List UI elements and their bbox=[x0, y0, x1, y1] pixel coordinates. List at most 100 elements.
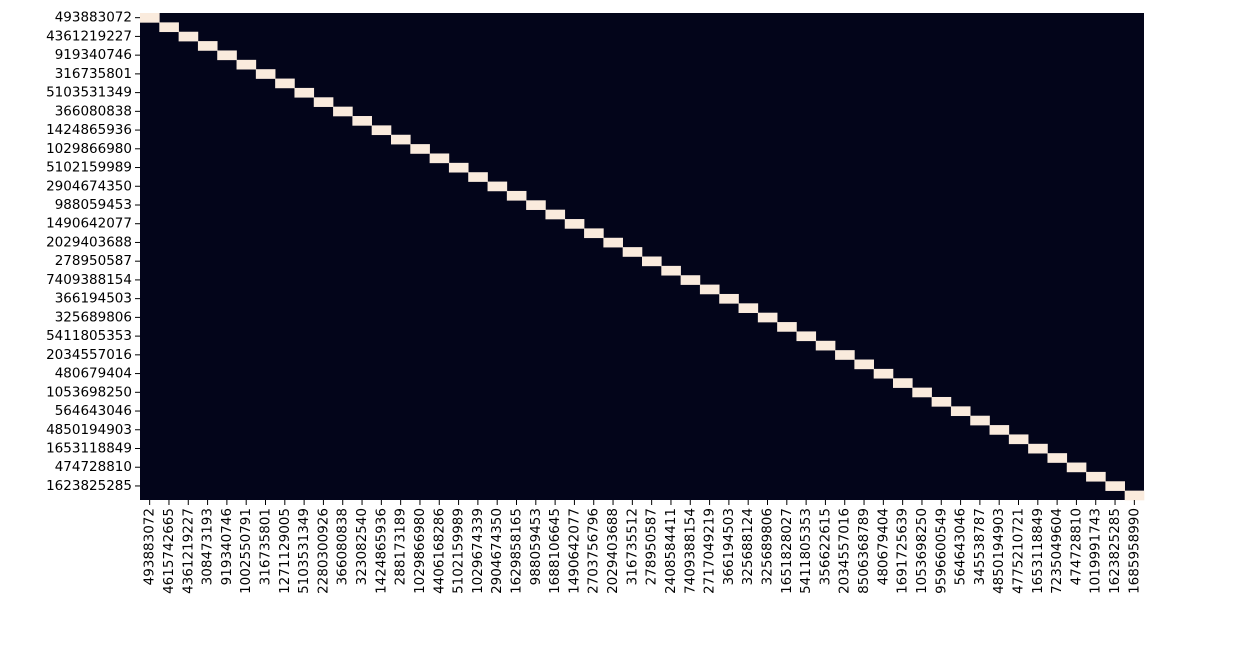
x-tick-label: 1623825285 bbox=[1107, 508, 1123, 594]
x-tick-label: 480679404 bbox=[875, 508, 891, 585]
x-tick-label: 2034557016 bbox=[837, 508, 853, 594]
y-tick-label: 316735801 bbox=[55, 66, 132, 82]
heatmap-cell bbox=[1105, 481, 1125, 491]
heatmap-cell bbox=[873, 368, 894, 379]
heatmap-cell bbox=[777, 322, 797, 332]
heatmap-cell bbox=[680, 275, 701, 285]
y-tick-label: 5411805353 bbox=[46, 328, 132, 344]
x-tick-label: 325688124 bbox=[740, 508, 756, 585]
y-tick-label: 366080838 bbox=[55, 103, 132, 119]
heatmap-cell bbox=[970, 415, 990, 426]
x-tick-label: 1685958990 bbox=[1126, 508, 1142, 594]
x-tick-label: 5103531349 bbox=[296, 508, 312, 594]
x-tick-label: 988059453 bbox=[528, 508, 544, 585]
heatmap-cell bbox=[1047, 453, 1068, 463]
heatmap-cell bbox=[217, 50, 237, 61]
x-tick-label: 1053698250 bbox=[914, 508, 930, 594]
x-tick-label: 2029403688 bbox=[605, 508, 621, 594]
x-tick-label: 366194503 bbox=[721, 508, 737, 585]
heatmap-cell bbox=[197, 41, 218, 51]
x-tick-label: 278950587 bbox=[644, 508, 660, 585]
x-tick-label: 7409388154 bbox=[682, 508, 698, 594]
heatmap-cell bbox=[835, 350, 855, 360]
heatmap-cell bbox=[931, 396, 952, 407]
heatmap-cell bbox=[371, 125, 392, 136]
y-tick-label: 2034557016 bbox=[46, 347, 132, 363]
y-tick-label: 474728810 bbox=[55, 459, 132, 475]
heatmap-cell bbox=[275, 78, 295, 89]
x-tick-label: 288173189 bbox=[393, 508, 409, 585]
y-tick-label: 493883072 bbox=[55, 10, 132, 26]
y-tick-label: 564643046 bbox=[55, 403, 132, 419]
x-tick-label: 2717049219 bbox=[702, 508, 718, 594]
y-tick-label: 4361219227 bbox=[46, 28, 132, 44]
heatmap-cell bbox=[429, 153, 450, 164]
heatmap-cell bbox=[294, 87, 315, 98]
heatmap-cell bbox=[255, 69, 276, 79]
x-tick-label: 1651828027 bbox=[779, 508, 795, 594]
x-tick-label: 4406168286 bbox=[431, 508, 447, 594]
heatmap-cell bbox=[815, 340, 836, 351]
x-tick-label: 316735512 bbox=[624, 508, 640, 585]
x-tick-label: 2703756796 bbox=[586, 508, 602, 594]
y-tick-label: 1623825285 bbox=[46, 478, 132, 494]
heatmap-cells bbox=[140, 13, 1145, 501]
heatmap-cell bbox=[468, 172, 488, 182]
x-tick-label: 316735801 bbox=[258, 508, 274, 585]
heatmap-cell bbox=[487, 181, 508, 192]
heatmap-cell bbox=[854, 359, 874, 370]
x-tick-label: 1653118849 bbox=[1030, 508, 1046, 594]
x-tick-label: 2904674350 bbox=[489, 508, 505, 594]
y-tick-label: 988059453 bbox=[55, 197, 132, 213]
heatmap-cell bbox=[313, 97, 334, 107]
y-tick-label: 2029403688 bbox=[46, 234, 132, 250]
x-tick-label: 1029866980 bbox=[412, 508, 428, 594]
heatmap-cell bbox=[410, 144, 430, 154]
x-tick-label: 919340746 bbox=[219, 508, 235, 585]
heatmap-cell bbox=[564, 219, 585, 229]
x-tick-label: 308473193 bbox=[200, 508, 216, 585]
heatmap-cell bbox=[622, 247, 643, 257]
y-tick-label: 1424865936 bbox=[46, 122, 132, 138]
y-tick-label: 919340746 bbox=[55, 47, 132, 63]
heatmap-cell bbox=[989, 425, 1010, 435]
y-tick-label: 2904674350 bbox=[46, 178, 132, 194]
x-tick-label: 4775210721 bbox=[1011, 508, 1027, 594]
heatmap-cell bbox=[352, 116, 372, 126]
y-tick-label: 278950587 bbox=[55, 253, 132, 269]
x-tick-label: 1002550791 bbox=[238, 508, 254, 594]
y-tick-label: 325689806 bbox=[55, 309, 132, 325]
y-tick-label: 480679404 bbox=[55, 366, 132, 382]
heatmap-cell bbox=[642, 256, 662, 267]
heatmap-cell bbox=[738, 303, 759, 313]
heatmap-cell bbox=[140, 13, 160, 23]
heatmap-cell bbox=[719, 293, 739, 304]
x-tick-label: 9596600549 bbox=[933, 508, 949, 594]
x-tick-label: 4850194903 bbox=[991, 508, 1007, 594]
x-tick-label: 1490642077 bbox=[566, 508, 582, 594]
heatmap-cell bbox=[545, 209, 566, 220]
y-tick-label: 1029866980 bbox=[46, 141, 132, 157]
heatmap-cell bbox=[448, 162, 469, 173]
y-tick-label: 1653118849 bbox=[46, 440, 132, 456]
y-tick-label: 5103531349 bbox=[46, 85, 132, 101]
heatmap-cell bbox=[584, 228, 604, 239]
x-tick-label: 2280300926 bbox=[315, 508, 331, 594]
x-tick-label: 1629858165 bbox=[509, 508, 525, 594]
x-tick-label: 5411805353 bbox=[798, 508, 814, 594]
heatmap-cell bbox=[1066, 462, 1087, 473]
x-tick-label: 5102159989 bbox=[451, 508, 467, 594]
y-tick-label: 366194503 bbox=[55, 291, 132, 307]
heatmap-cell bbox=[178, 31, 199, 42]
x-tick-label: 366080838 bbox=[335, 508, 351, 585]
heatmap-cell bbox=[757, 312, 778, 323]
x-tick-label: 356622615 bbox=[817, 508, 833, 585]
heatmap-cell bbox=[1086, 471, 1106, 482]
x-tick-label: 1029674339 bbox=[470, 508, 486, 594]
x-tick-label: 1424865936 bbox=[373, 508, 389, 594]
x-tick-label: 1691725639 bbox=[895, 508, 911, 594]
heatmap-cell bbox=[699, 284, 720, 295]
y-axis-ticks: 493883072 4361219227 919340746 316735801 510… bbox=[46, 10, 140, 494]
y-tick-label: 5102159989 bbox=[46, 160, 132, 176]
y-tick-label: 4850194903 bbox=[46, 422, 132, 438]
